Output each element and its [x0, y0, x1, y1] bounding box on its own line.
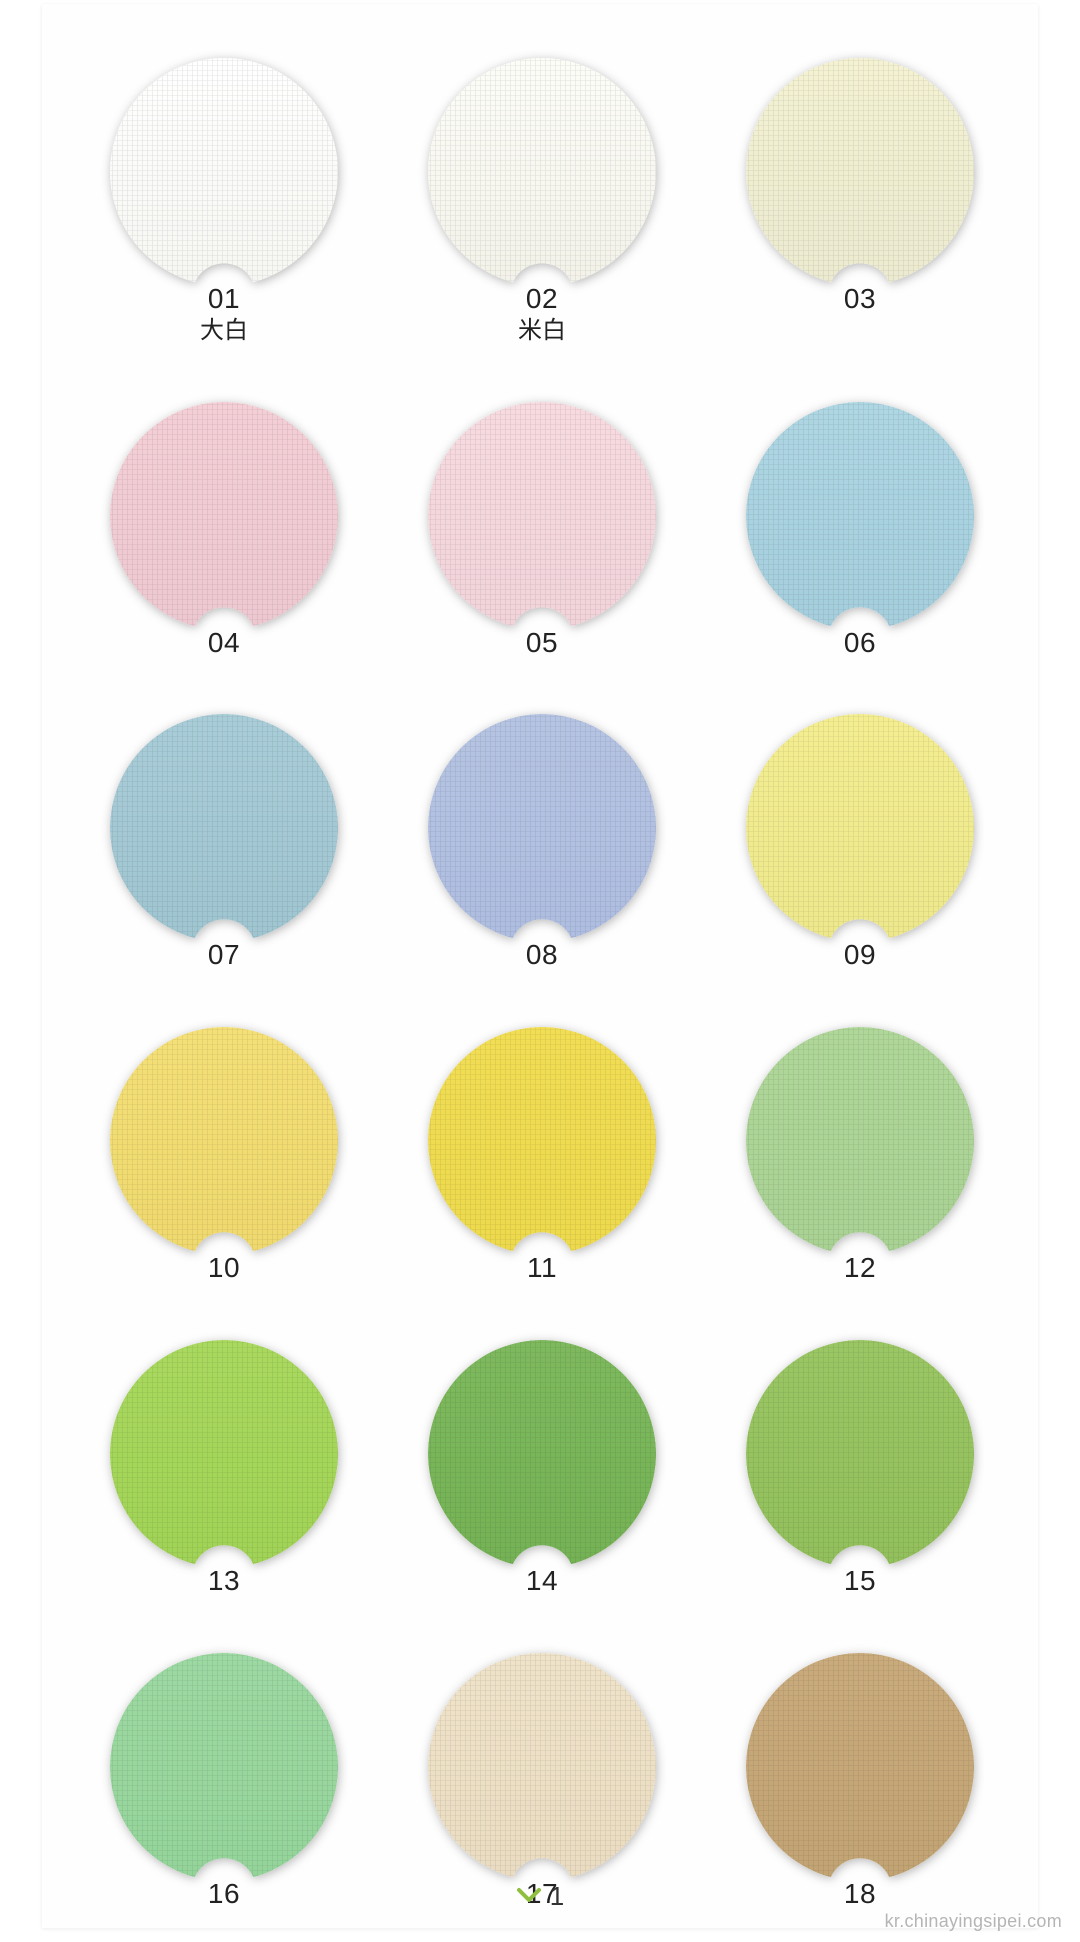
swatch-cell: 15 [746, 1340, 974, 1597]
swatch [110, 1653, 338, 1881]
watermark-text: kr.chinayingsipei.com [885, 1911, 1062, 1932]
page-footer: 1 [0, 1881, 1080, 1912]
swatch-sublabel: 大白 [200, 317, 248, 346]
swatch [428, 402, 656, 630]
swatch [110, 58, 338, 286]
swatch-cell: 05 [428, 402, 656, 659]
swatch-cell: 07 [110, 714, 338, 971]
page-number-row: 1 [516, 1881, 564, 1912]
swatch-cell: 10 [110, 1027, 338, 1284]
swatch-cell: 12 [746, 1027, 974, 1284]
swatch [110, 1340, 338, 1568]
swatch-cell: 04 [110, 402, 338, 659]
swatch [746, 1340, 974, 1568]
swatch-cell: 06 [746, 402, 974, 659]
swatch-cell: 14 [428, 1340, 656, 1597]
swatch [428, 1340, 656, 1568]
swatch-cell: 17 [428, 1653, 656, 1910]
swatch-cell: 18 [746, 1653, 974, 1910]
swatch [746, 1653, 974, 1881]
swatch-cell: 16 [110, 1653, 338, 1910]
swatch-cell: 01大白 [110, 58, 338, 346]
swatch-cell: 09 [746, 714, 974, 971]
swatch [428, 714, 656, 942]
swatch-cell: 03 [746, 58, 974, 346]
swatch-cell: 13 [110, 1340, 338, 1597]
page-number: 1 [550, 1881, 564, 1912]
swatch-cell: 02米白 [428, 58, 656, 346]
swatch [746, 58, 974, 286]
swatch-grid: 01大白 [110, 58, 970, 1910]
swatch-cell: 11 [428, 1027, 656, 1284]
swatch [746, 402, 974, 630]
chevron-down-icon [516, 1881, 542, 1912]
swatch [110, 1027, 338, 1255]
swatch [746, 1027, 974, 1255]
swatch [428, 58, 656, 286]
swatch [428, 1653, 656, 1881]
swatch [110, 402, 338, 630]
swatch-sublabel: 米白 [518, 317, 566, 346]
swatch [110, 714, 338, 942]
swatch-cell: 08 [428, 714, 656, 971]
swatch [428, 1027, 656, 1255]
swatch [746, 714, 974, 942]
